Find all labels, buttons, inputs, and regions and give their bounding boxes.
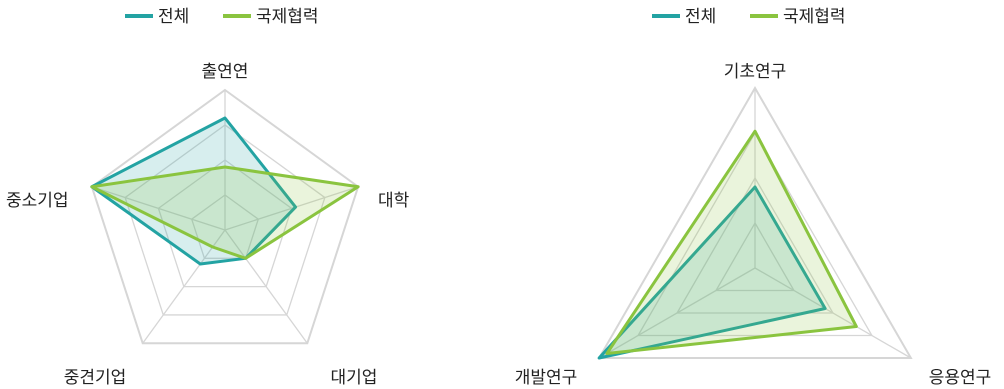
axis-label-중견기업: 중견기업 <box>64 368 127 388</box>
chart-2-legend: 전체 국제협력 <box>652 7 846 27</box>
series-intl-polygon <box>90 165 360 260</box>
grid-spoke-3 <box>598 267 756 359</box>
grid-spoke-2 <box>754 267 912 359</box>
chart-2-grid <box>597 86 913 359</box>
series-intl-polygon <box>605 129 858 355</box>
legend-label-total: 전체 <box>158 7 189 27</box>
axis-label-중소기업: 중소기업 <box>6 191 69 211</box>
chart-1-series <box>90 116 360 266</box>
grid-spoke-5 <box>91 186 226 231</box>
axis-label-대학: 대학 <box>378 191 410 211</box>
axis-label-응용연구: 응용연구 <box>929 368 992 388</box>
axis-label-대기업: 대기업 <box>331 368 378 388</box>
grid-ring-1 <box>190 194 260 259</box>
grid-ring-4 <box>90 88 360 345</box>
legend-label-intl: 국제협력 <box>783 7 846 27</box>
legend-label-total: 전체 <box>685 7 716 27</box>
grid-ring-1 <box>714 221 796 292</box>
chart-1-legend: 전체 국제협력 <box>125 7 319 27</box>
grid-ring-3 <box>124 124 326 316</box>
legend-label-intl: 국제협력 <box>256 7 319 27</box>
chart-2: 전체 국제협력 기초연구 응용연구 개발연구 <box>515 7 992 388</box>
axis-label-기초연구: 기초연구 <box>724 62 787 82</box>
grid-spoke-3 <box>224 229 308 344</box>
series-total-polygon <box>597 185 827 360</box>
chart-2-axis-labels: 기초연구 응용연구 개발연구 <box>515 62 992 388</box>
grid-ring-2 <box>157 159 293 288</box>
axis-label-출연연: 출연연 <box>202 62 249 82</box>
series-total-polygon <box>90 116 298 266</box>
chart-1-grid <box>90 88 360 345</box>
grid-ring-4 <box>597 86 913 359</box>
grid-ring-2 <box>675 176 835 314</box>
chart-1-axis-labels: 출연연 대학 대기업 중견기업 중소기업 <box>6 62 410 388</box>
grid-spoke-4 <box>142 229 226 344</box>
grid-spoke-2 <box>224 186 359 231</box>
chart-1: 전체 국제협력 출연연 대학 대기업 중견기업 중소기업 <box>6 7 410 388</box>
axis-label-개발연구: 개발연구 <box>515 368 578 388</box>
chart-2-series <box>597 129 858 360</box>
grid-ring-3 <box>636 131 874 337</box>
